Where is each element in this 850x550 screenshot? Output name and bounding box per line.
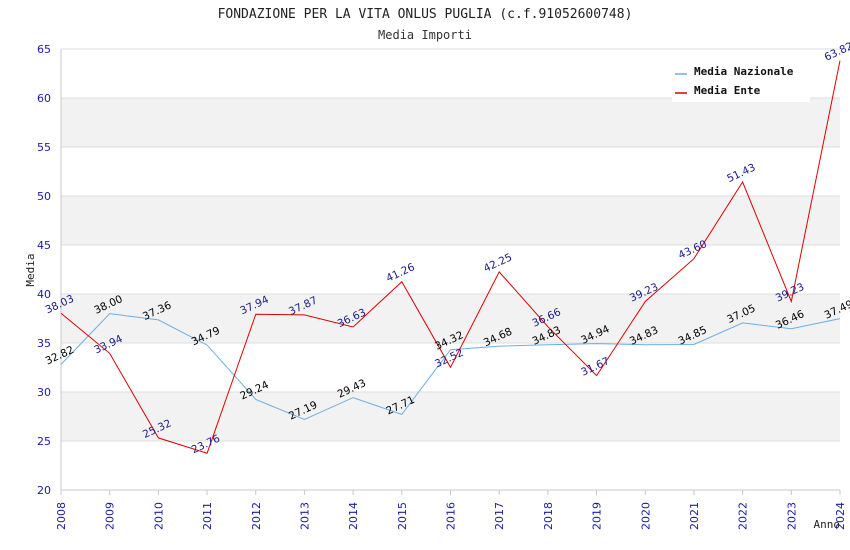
y-tick-label: 60 bbox=[37, 92, 51, 105]
grid-bands bbox=[61, 98, 840, 441]
chart-title: FONDAZIONE PER LA VITA ONLUS PUGLIA (c.f… bbox=[218, 7, 633, 22]
axes bbox=[60, 49, 841, 495]
y-tick-label: 25 bbox=[37, 435, 51, 448]
y-tick-labels: 20 25 30 35 40 45 50 55 60 65 bbox=[37, 43, 51, 497]
x-tick-labels: 2008 2009 2010 2011 2012 2013 2014 2015 2016 2017… bbox=[55, 502, 847, 530]
y-tick-label: 35 bbox=[37, 337, 51, 350]
x-tick-label: 2022 bbox=[737, 502, 750, 530]
x-tick-label: 2019 bbox=[591, 502, 604, 530]
grid-band bbox=[61, 392, 840, 441]
x-tick-label: 2014 bbox=[347, 502, 360, 530]
x-tick-label: 2015 bbox=[396, 502, 409, 530]
x-tick-label: 2012 bbox=[250, 502, 263, 530]
grid-band bbox=[61, 294, 840, 343]
y-tick-label: 45 bbox=[37, 239, 51, 252]
series-line-media-nazionale bbox=[60, 313, 841, 421]
data-label: 63.82 bbox=[823, 40, 850, 64]
grid-band bbox=[61, 98, 840, 147]
data-label: 41.26 bbox=[384, 261, 417, 285]
x-tick-label: 2009 bbox=[104, 502, 117, 530]
legend-box bbox=[672, 60, 810, 102]
data-label: 42.25 bbox=[482, 251, 514, 275]
data-label: 51.43 bbox=[725, 161, 757, 185]
x-axis-label: Anno bbox=[814, 518, 841, 531]
x-tick-label: 2016 bbox=[445, 502, 458, 530]
y-tick-label: 65 bbox=[37, 43, 51, 56]
x-tick-label: 2010 bbox=[152, 502, 165, 530]
legend: Media Nazionale Media Ente bbox=[672, 60, 810, 102]
x-tick-label: 2017 bbox=[493, 502, 506, 530]
grid-band bbox=[61, 196, 840, 245]
legend-entry-label: Media Nazionale bbox=[694, 65, 794, 78]
x-tick-label: 2021 bbox=[688, 502, 701, 530]
y-tick-label: 20 bbox=[37, 484, 51, 497]
chart-subtitle: Media Importi bbox=[378, 28, 472, 42]
series-line-media-ente bbox=[60, 60, 841, 454]
y-tick-label: 50 bbox=[37, 190, 51, 203]
grid-lines bbox=[61, 48, 840, 491]
y-tick-label: 30 bbox=[37, 386, 51, 399]
x-tick-label: 2023 bbox=[785, 502, 798, 530]
y-tick-label: 40 bbox=[37, 288, 51, 301]
legend-entry-label: Media Ente bbox=[694, 84, 761, 97]
x-tick-label: 2020 bbox=[639, 502, 652, 530]
x-tick-label: 2008 bbox=[55, 502, 68, 530]
y-tick-label: 55 bbox=[37, 141, 51, 154]
x-tick-label: 2011 bbox=[201, 502, 214, 530]
series-group bbox=[60, 60, 841, 454]
x-tick-label: 2018 bbox=[542, 502, 555, 530]
y-axis-label: Media bbox=[24, 253, 37, 286]
x-tick-label: 2013 bbox=[298, 502, 311, 530]
data-label: 31.67 bbox=[579, 355, 611, 379]
x-tick-label: 2024 bbox=[834, 502, 847, 530]
